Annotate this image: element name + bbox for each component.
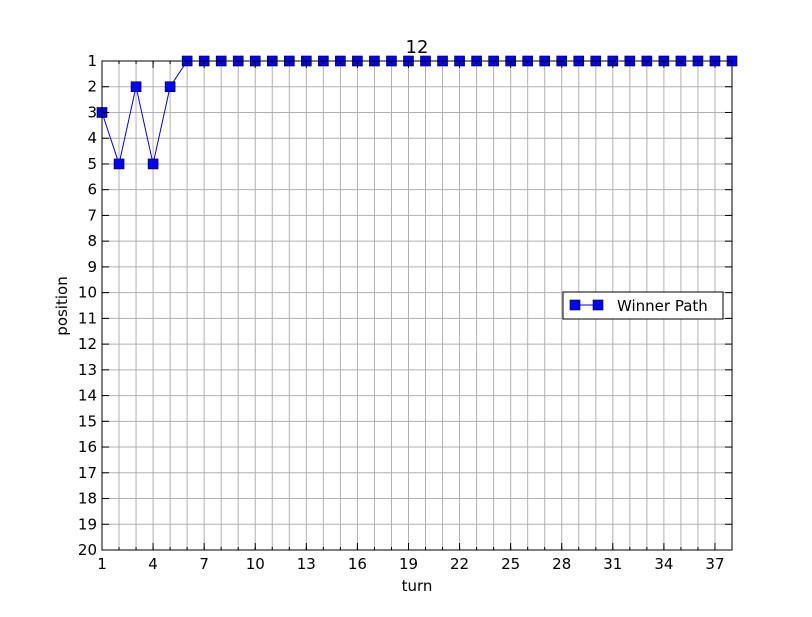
y-tick-label: 20 <box>78 541 97 559</box>
x-tick-label: 25 <box>501 555 520 573</box>
y-tick-label: 7 <box>87 206 97 224</box>
data-point-marker <box>164 81 176 93</box>
plot-frame <box>101 60 733 551</box>
y-tick-label: 8 <box>87 232 97 250</box>
y-tick-label: 1 <box>87 52 97 70</box>
x-tick-label: 16 <box>348 555 367 573</box>
legend: Winner Path <box>562 291 724 320</box>
y-tick-label: 15 <box>78 412 97 430</box>
y-tick-label: 19 <box>78 515 97 533</box>
y-tick-label: 2 <box>87 78 97 96</box>
x-tick-label: 10 <box>246 555 265 573</box>
x-tick-label: 13 <box>297 555 316 573</box>
x-tick-label: 22 <box>450 555 469 573</box>
legend-label: Winner Path <box>617 297 708 315</box>
y-tick-label: 5 <box>87 155 97 173</box>
data-point-marker <box>113 158 125 170</box>
x-tick-label: 4 <box>148 555 158 573</box>
y-tick-label: 12 <box>78 335 97 353</box>
y-tick-label: 10 <box>78 284 97 302</box>
y-tick-label: 17 <box>78 464 97 482</box>
y-tick-label: 4 <box>87 129 97 147</box>
y-tick-label: 3 <box>87 103 97 121</box>
y-tick-label: 11 <box>78 309 97 327</box>
chart-title: 12 <box>406 37 429 58</box>
y-tick-label: 9 <box>87 258 97 276</box>
x-tick-label: 34 <box>654 555 673 573</box>
y-tick-label: 14 <box>78 387 97 405</box>
x-axis-label: turn <box>402 577 433 595</box>
y-tick-label: 18 <box>78 490 97 508</box>
y-tick-label: 6 <box>87 181 97 199</box>
x-tick-label: 31 <box>603 555 622 573</box>
legend-marker-right <box>592 299 604 311</box>
data-point-marker <box>147 158 159 170</box>
y-axis-label: position <box>53 276 71 335</box>
y-tick-label: 13 <box>78 361 97 379</box>
data-point-marker <box>130 81 142 93</box>
x-tick-label: 37 <box>705 555 724 573</box>
x-tick-label: 28 <box>552 555 571 573</box>
axis-ticks: 1 4 7 10 13 16 19 22 25 28 31 34 3712345678910111213… <box>78 52 733 573</box>
grid-lines <box>102 61 732 550</box>
x-tick-label: 1 <box>97 555 107 573</box>
x-tick-label: 19 <box>399 555 418 573</box>
x-tick-label: 7 <box>199 555 209 573</box>
legend-marker-left <box>569 299 581 311</box>
y-tick-label: 16 <box>78 438 97 456</box>
